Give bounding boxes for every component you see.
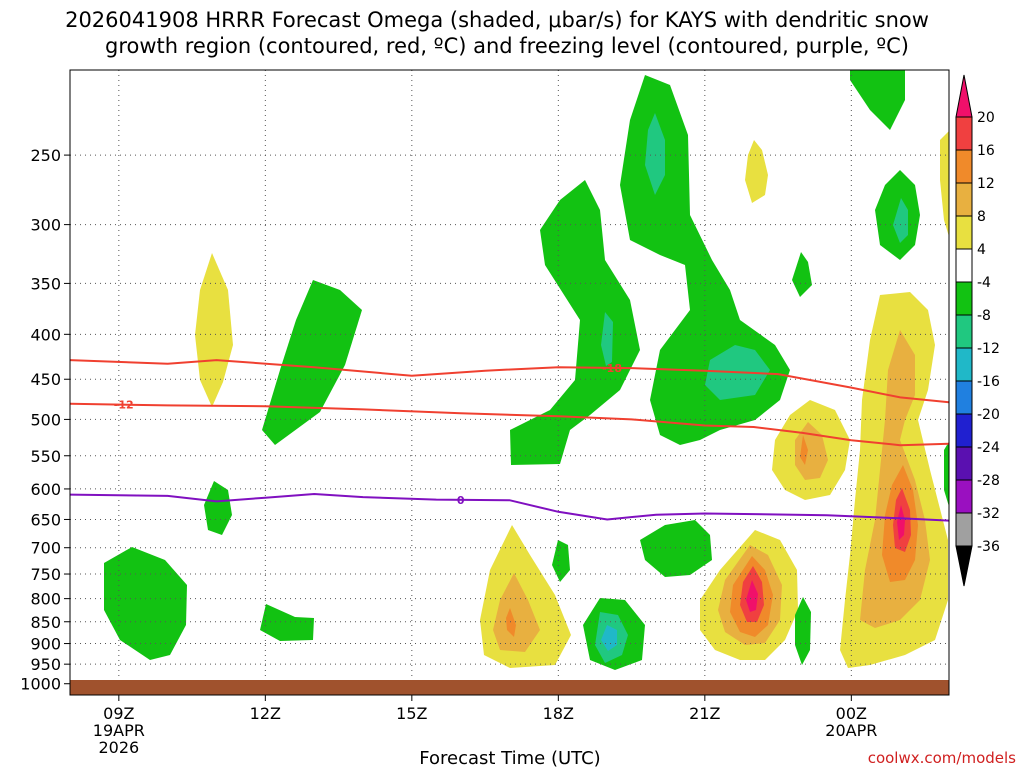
colorbar-label: -24 <box>977 440 1000 456</box>
omega-region <box>552 540 570 582</box>
x-tick-label: 12Z <box>250 704 281 723</box>
y-tick-label: 600 <box>30 480 61 499</box>
y-tick-label: 250 <box>30 146 61 165</box>
x-tick-year: 2026 <box>98 738 139 757</box>
y-tick-label: 350 <box>30 274 61 293</box>
omega-region <box>940 131 949 237</box>
colorbar-label: 4 <box>977 242 986 258</box>
omega-region <box>792 252 812 297</box>
y-tick-label: 650 <box>30 510 61 529</box>
omega-region <box>510 180 640 465</box>
colorbar-label: -28 <box>977 473 1000 489</box>
colorbar-segment <box>955 380 973 415</box>
colorbar-label: 20 <box>977 110 995 126</box>
grid <box>70 70 949 695</box>
x-tick-label: 15Z <box>396 704 427 723</box>
colorbar-segment <box>955 479 973 514</box>
contour-line <box>70 402 949 447</box>
colorbar-segment <box>955 116 973 151</box>
colorbar-segment <box>955 446 973 481</box>
omega-region <box>746 580 758 612</box>
x-tick-label: 09Z <box>103 704 134 723</box>
omega-region <box>260 604 314 641</box>
colorbar-label: -20 <box>977 407 1000 423</box>
omega-region <box>493 573 540 652</box>
colorbar-segment <box>955 182 973 217</box>
y-tick-label: 800 <box>30 590 61 609</box>
omega-region <box>944 441 949 507</box>
colorbar-label: 8 <box>977 209 986 225</box>
colorbar-label: 12 <box>977 176 995 192</box>
colorbar-label: -16 <box>977 374 1000 390</box>
y-tick-label: 550 <box>30 447 61 466</box>
omega-region <box>640 520 712 577</box>
y-tick-label: 850 <box>30 613 61 632</box>
colorbar-segment <box>955 215 973 250</box>
y-tick-label: 500 <box>30 410 61 429</box>
plot-frame <box>69 69 950 696</box>
y-axis: 250 300 350 400 450 500 550 600 650 700 750 800 850 9… <box>20 146 70 694</box>
temperature-contours: -18 -12 0 <box>70 359 949 522</box>
colorbar-label: -36 <box>977 539 1000 555</box>
colorbar-segment <box>955 248 973 283</box>
omega-region <box>204 481 232 535</box>
colorbar-segment <box>955 413 973 448</box>
colorbar-label: -32 <box>977 506 1000 522</box>
contour-line <box>70 359 949 404</box>
contour-line <box>70 492 949 522</box>
contour-label: -18 <box>602 362 622 375</box>
x-tick-label: 00Z <box>836 704 867 723</box>
x-tick-date: 19APR <box>93 721 145 740</box>
colorbar-segment <box>955 281 973 316</box>
colorbar: 20 16 12 8 4 -4 -8 -12 -16 -20 -24 -28 -32 -36 <box>955 74 1000 587</box>
colorbar-segment <box>955 149 973 184</box>
contour-label: 0 <box>457 494 465 507</box>
omega-region <box>745 140 768 203</box>
colorbar-label: -4 <box>977 275 991 291</box>
omega-region <box>795 597 811 665</box>
chart-title-line-1: 2026041908 HRRR Forecast Omega (shaded, … <box>65 8 929 32</box>
colorbar-label: -8 <box>977 308 991 324</box>
omega-region <box>897 505 905 540</box>
omega-region <box>262 280 362 445</box>
colorbar-segment <box>955 347 973 382</box>
y-tick-label: 900 <box>30 635 61 654</box>
x-axis-label: Forecast Time (UTC) <box>419 748 600 768</box>
omega-region <box>893 198 908 243</box>
omega-region <box>800 435 808 465</box>
colorbar-segment <box>955 545 973 587</box>
colorbar-label: -12 <box>977 341 1000 357</box>
omega-region <box>645 113 665 195</box>
omega-region <box>195 253 233 407</box>
omega-region <box>601 312 613 366</box>
colorbar-segment <box>955 512 973 547</box>
y-tick-label: 400 <box>30 325 61 344</box>
chart-title-line-2: growth region (contoured, red, ºC) and f… <box>105 34 909 58</box>
y-tick-label: 1000 <box>20 675 61 694</box>
omega-region <box>601 625 617 651</box>
omega-region <box>506 608 516 637</box>
omega-region <box>850 70 905 130</box>
omega-shading <box>104 70 949 670</box>
colorbar-label: 16 <box>977 143 995 159</box>
contour-label: -12 <box>114 399 134 412</box>
y-tick-label: 750 <box>30 565 61 584</box>
y-tick-label: 950 <box>30 655 61 674</box>
x-tick-label: 21Z <box>689 704 720 723</box>
y-tick-label: 300 <box>30 216 61 235</box>
x-tick-date: 20APR <box>825 721 877 740</box>
colorbar-segment <box>955 74 973 118</box>
y-tick-label: 450 <box>30 370 61 389</box>
x-tick-label: 18Z <box>543 704 574 723</box>
omega-region <box>104 547 187 660</box>
y-tick-label: 700 <box>30 539 61 558</box>
credit-text: coolwx.com/models <box>868 749 1016 767</box>
colorbar-segment <box>955 314 973 349</box>
terrain-ground <box>70 680 949 695</box>
